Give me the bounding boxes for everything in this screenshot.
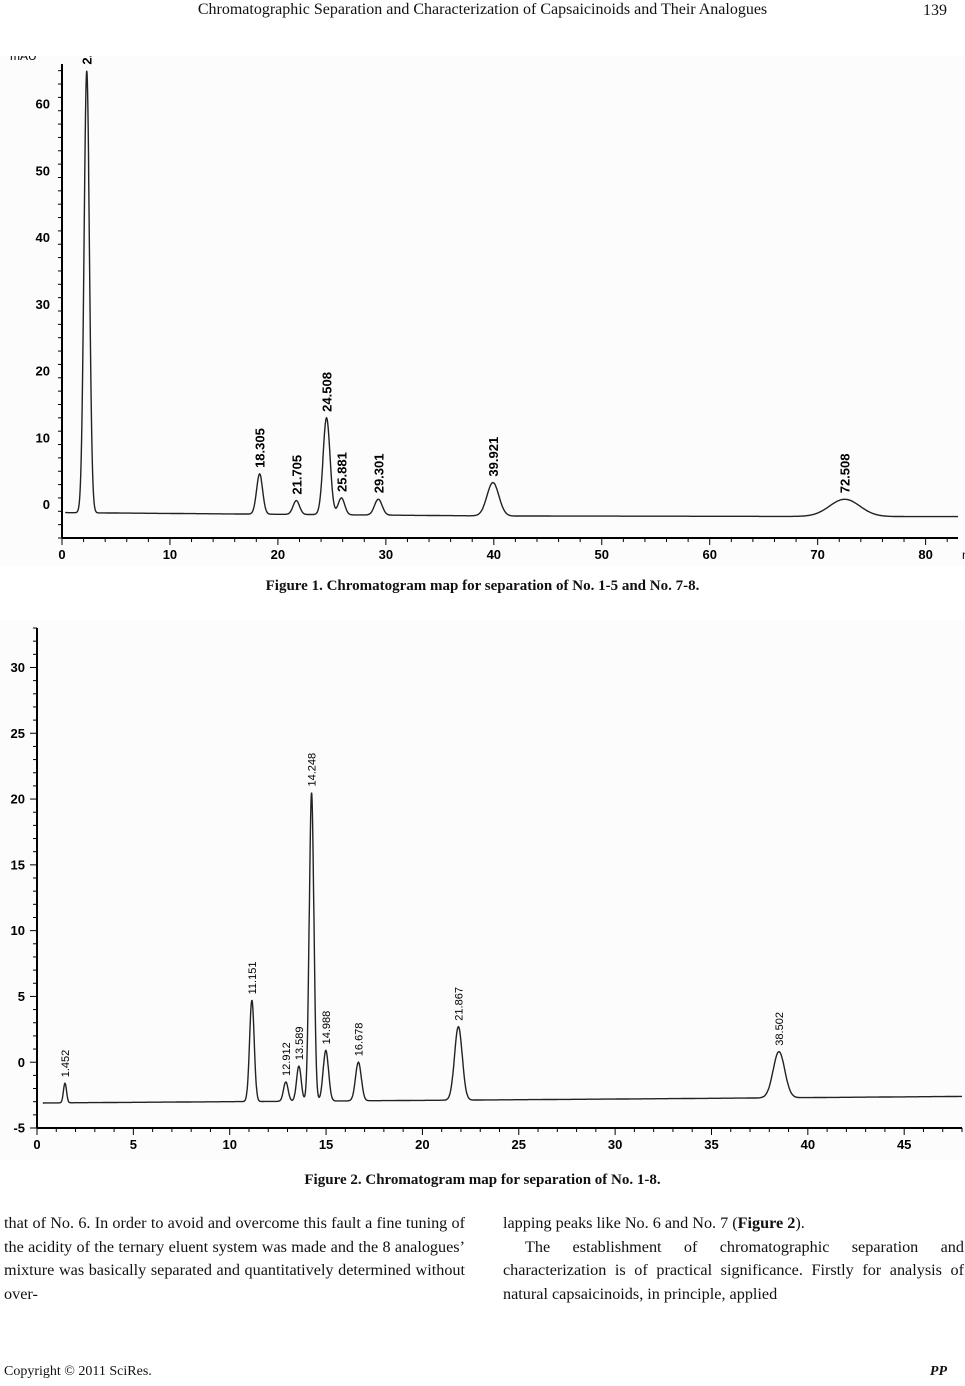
right-paragraph-2: The establishment of chromatographic sep… <box>503 1237 964 1303</box>
chromatogram-trace <box>42 792 962 1104</box>
body-right-column: lapping peaks like No. 6 and No. 7 (Figu… <box>503 1212 964 1306</box>
x-tick-label: 10 <box>222 1137 236 1152</box>
y-tick-label: 0 <box>18 1055 25 1070</box>
peak-label: 14.248 <box>307 753 319 787</box>
peak-label: 11.151 <box>247 962 259 995</box>
running-title: Chromatographic Separation and Character… <box>197 1 768 18</box>
y-tick-label: 10 <box>36 430 50 445</box>
y-tick-label: 10 <box>11 923 25 938</box>
peak-label: 1.452 <box>60 1050 72 1078</box>
peak-label: 14.988 <box>321 1011 333 1045</box>
peak-label: 2.291 <box>80 56 95 65</box>
peak-label: 29.301 <box>371 454 386 494</box>
y-tick-label: 40 <box>36 230 50 245</box>
figure-2-reference: Figure 2 <box>737 1214 796 1232</box>
chromatogram-trace <box>65 70 958 518</box>
peak-label: 38.502 <box>774 1012 786 1046</box>
peak-label: 18.305 <box>253 428 268 468</box>
x-tick-label: 50 <box>595 547 609 562</box>
x-tick-label: 5 <box>130 1137 137 1152</box>
y-tick-label: 30 <box>36 297 50 312</box>
figure-2: 0 5 10 15 20 25 30 35 40 45 -5 0 5 10 15 20 25 30 1.452 11.… <box>0 620 965 1160</box>
x-tick-label: 10 <box>163 547 177 562</box>
y-tick-label: 0 <box>43 497 50 512</box>
y-axis-unit: mAU <box>10 56 37 63</box>
y-tick-label: 30 <box>11 660 25 675</box>
x-tick-label: 70 <box>810 547 824 562</box>
peak-label: 12.912 <box>281 1042 293 1076</box>
y-tick-label: 5 <box>18 989 25 1004</box>
y-tick-label: 20 <box>36 364 50 379</box>
chromatogram-1: 0 10 20 30 40 50 60 70 80 0 10 20 30 40 50 60 mAU min 2.29… <box>0 56 965 566</box>
peak-label: 25.881 <box>334 452 349 492</box>
x-tick-label: 0 <box>58 547 65 562</box>
page-number: 139 <box>923 2 947 19</box>
peak-label: 13.589 <box>294 1027 306 1061</box>
x-tick-label: 20 <box>271 547 285 562</box>
figure-2-caption: Figure 2. Chromatogram map for separatio… <box>304 1172 661 1188</box>
x-tick-label: 20 <box>415 1137 429 1152</box>
y-tick-label: -5 <box>13 1121 25 1136</box>
plot-background <box>0 620 965 1160</box>
x-tick-label: 35 <box>704 1137 718 1152</box>
figure-1-caption: Figure 1. Chromatogram map for separatio… <box>265 578 700 594</box>
peak-label: 24.508 <box>320 372 335 412</box>
x-tick-label: 40 <box>487 547 501 562</box>
left-paragraph: that of No. 6. In order to avoid and ove… <box>4 1214 465 1303</box>
chromatogram-2: 0 5 10 15 20 25 30 35 40 45 -5 0 5 10 15 20 25 30 1.452 11.… <box>0 620 965 1160</box>
y-tick-label: 60 <box>36 97 50 112</box>
x-tick-label: 30 <box>379 547 393 562</box>
x-tick-label: 30 <box>608 1137 622 1152</box>
x-tick-label: 15 <box>319 1137 333 1152</box>
x-tick-label: 60 <box>702 547 716 562</box>
y-tick-label: 25 <box>11 726 25 741</box>
x-axis-unit: min <box>962 548 965 562</box>
peak-label: 16.678 <box>353 1023 365 1057</box>
peak-label: 39.921 <box>486 437 501 477</box>
x-tick-label: 40 <box>801 1137 815 1152</box>
y-tick-label: 50 <box>36 163 50 178</box>
x-tick-label: 0 <box>33 1137 40 1152</box>
y-tick-label: 20 <box>11 792 25 807</box>
peak-label: 21.867 <box>453 987 465 1021</box>
x-tick-label: 25 <box>512 1137 526 1152</box>
y-tick-label: 15 <box>11 857 25 872</box>
x-tick-label: 80 <box>918 547 932 562</box>
body-left-column: that of No. 6. In order to avoid and ove… <box>4 1212 465 1306</box>
footer-copyright: Copyright © 2011 SciRes. <box>4 1364 152 1379</box>
right-paragraph-1: lapping peaks like No. 6 and No. 7 (Figu… <box>503 1212 964 1236</box>
right-paragraph-1-end: ). <box>795 1214 805 1232</box>
peak-label: 72.508 <box>838 454 853 494</box>
footer-journal: PP <box>929 1364 947 1379</box>
right-paragraph-1-start: lapping peaks like No. 6 and No. 7 ( <box>503 1214 738 1232</box>
plot-background <box>0 56 965 566</box>
peak-label: 21.705 <box>289 455 304 495</box>
x-tick-label: 45 <box>897 1137 911 1152</box>
figure-1: 0 10 20 30 40 50 60 70 80 0 10 20 30 40 50 60 mAU min 2.29… <box>0 56 965 566</box>
